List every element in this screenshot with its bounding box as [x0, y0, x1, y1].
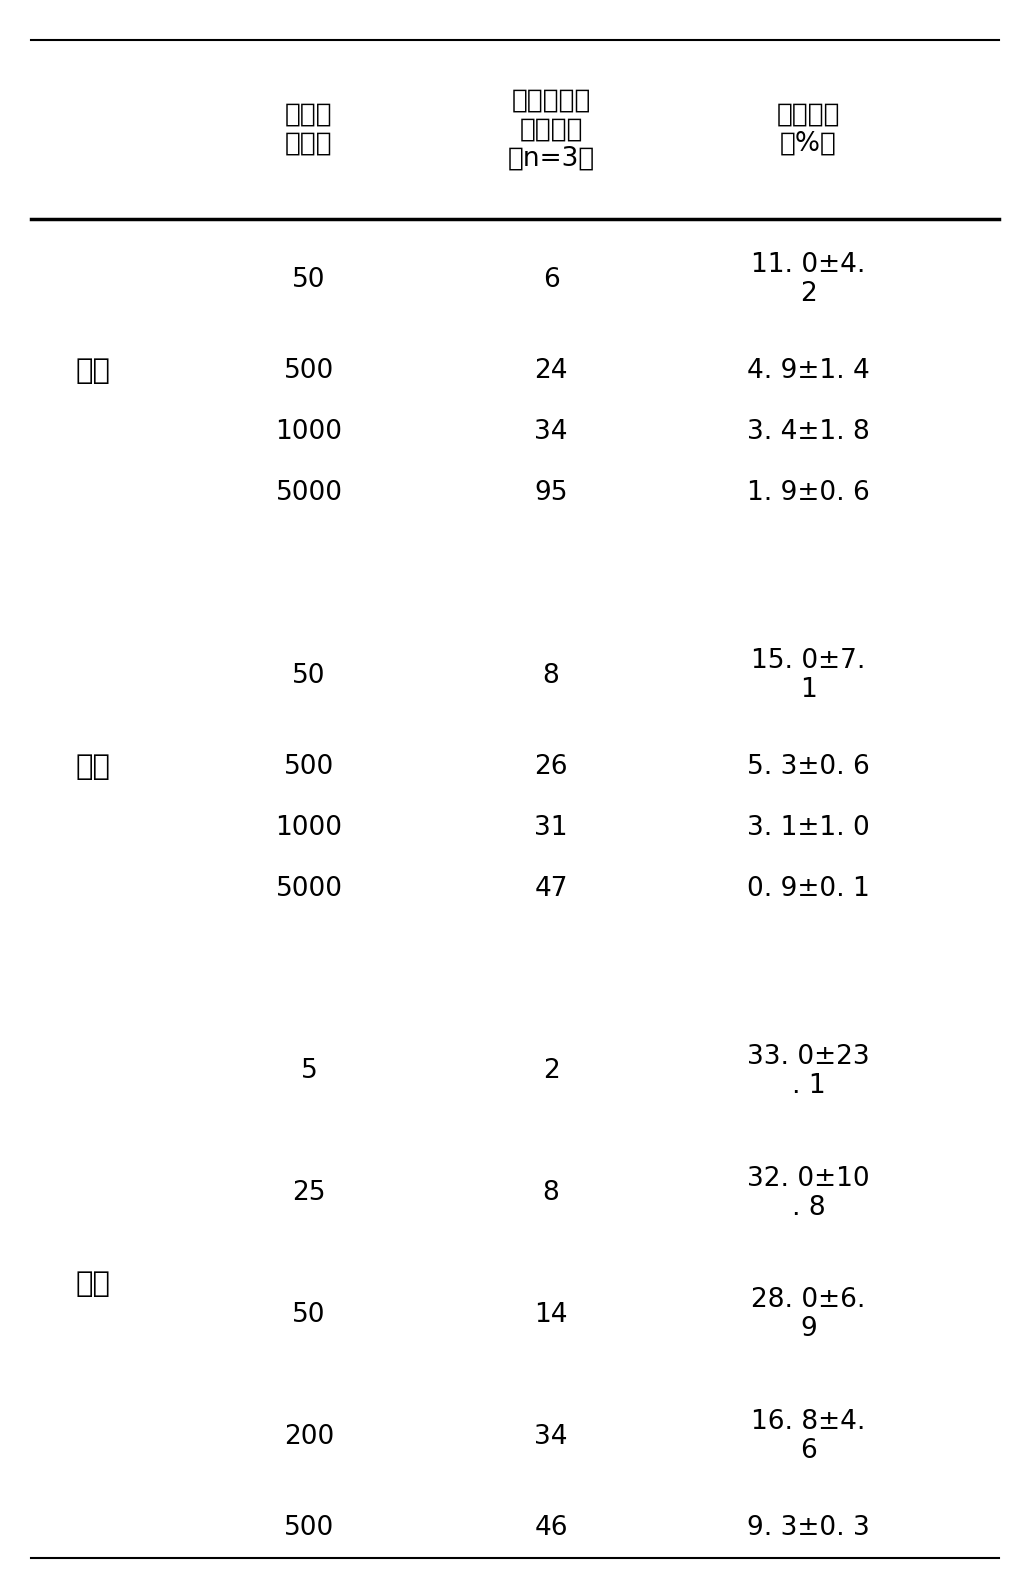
- Text: 31: 31: [535, 814, 568, 841]
- Text: 95: 95: [535, 479, 568, 506]
- Text: 裸鼠: 裸鼠: [75, 1271, 110, 1298]
- Text: 添加的
细胞数: 添加的 细胞数: [285, 102, 333, 157]
- Text: 5000: 5000: [275, 876, 343, 901]
- Text: 15. 0±7.
1: 15. 0±7. 1: [751, 647, 866, 703]
- Text: 50: 50: [293, 663, 325, 689]
- Text: 47: 47: [535, 876, 568, 901]
- Text: 3. 1±1. 0: 3. 1±1. 0: [747, 814, 870, 841]
- Text: 捕获效率
（%）: 捕获效率 （%）: [777, 102, 840, 157]
- Text: 1. 9±0. 6: 1. 9±0. 6: [747, 479, 870, 506]
- Text: 500: 500: [284, 359, 334, 384]
- Text: 8: 8: [543, 663, 559, 689]
- Text: 50: 50: [293, 267, 325, 294]
- Text: 24: 24: [535, 359, 568, 384]
- Text: 9. 3±0. 3: 9. 3±0. 3: [747, 1516, 870, 1541]
- Text: 捕获的细胞
数平均值
（n=3）: 捕获的细胞 数平均值 （n=3）: [508, 87, 594, 171]
- Text: 6: 6: [543, 267, 559, 294]
- Text: 25: 25: [293, 1181, 325, 1206]
- Text: 0. 9±0. 1: 0. 9±0. 1: [747, 876, 870, 901]
- Text: 8: 8: [543, 1181, 559, 1206]
- Text: 26: 26: [535, 754, 568, 779]
- Text: 16. 8±4.
6: 16. 8±4. 6: [751, 1409, 866, 1465]
- Text: 34: 34: [535, 1424, 568, 1449]
- Text: 4. 9±1. 4: 4. 9±1. 4: [747, 359, 870, 384]
- Text: 5: 5: [301, 1059, 317, 1084]
- Text: 500: 500: [284, 1516, 334, 1541]
- Text: 14: 14: [535, 1301, 568, 1328]
- Text: 5. 3±0. 6: 5. 3±0. 6: [747, 754, 870, 779]
- Text: 28. 0±6.
9: 28. 0±6. 9: [751, 1287, 866, 1343]
- Text: 1000: 1000: [275, 419, 343, 444]
- Text: 兔子: 兔子: [75, 357, 110, 386]
- Text: 46: 46: [535, 1516, 568, 1541]
- Text: 11. 0±4.
2: 11. 0±4. 2: [751, 252, 866, 308]
- Text: 50: 50: [293, 1301, 325, 1328]
- Text: 34: 34: [535, 419, 568, 444]
- Text: 500: 500: [284, 754, 334, 779]
- Text: 3. 4±1. 8: 3. 4±1. 8: [747, 419, 870, 444]
- Text: 200: 200: [284, 1424, 334, 1449]
- Text: 32. 0±10
. 8: 32. 0±10 . 8: [747, 1165, 870, 1220]
- Text: 1000: 1000: [275, 814, 343, 841]
- Text: 2: 2: [543, 1059, 559, 1084]
- Text: 33. 0±23
. 1: 33. 0±23 . 1: [747, 1044, 870, 1098]
- Text: 5000: 5000: [275, 479, 343, 506]
- Text: 小鼠: 小鼠: [75, 752, 110, 781]
